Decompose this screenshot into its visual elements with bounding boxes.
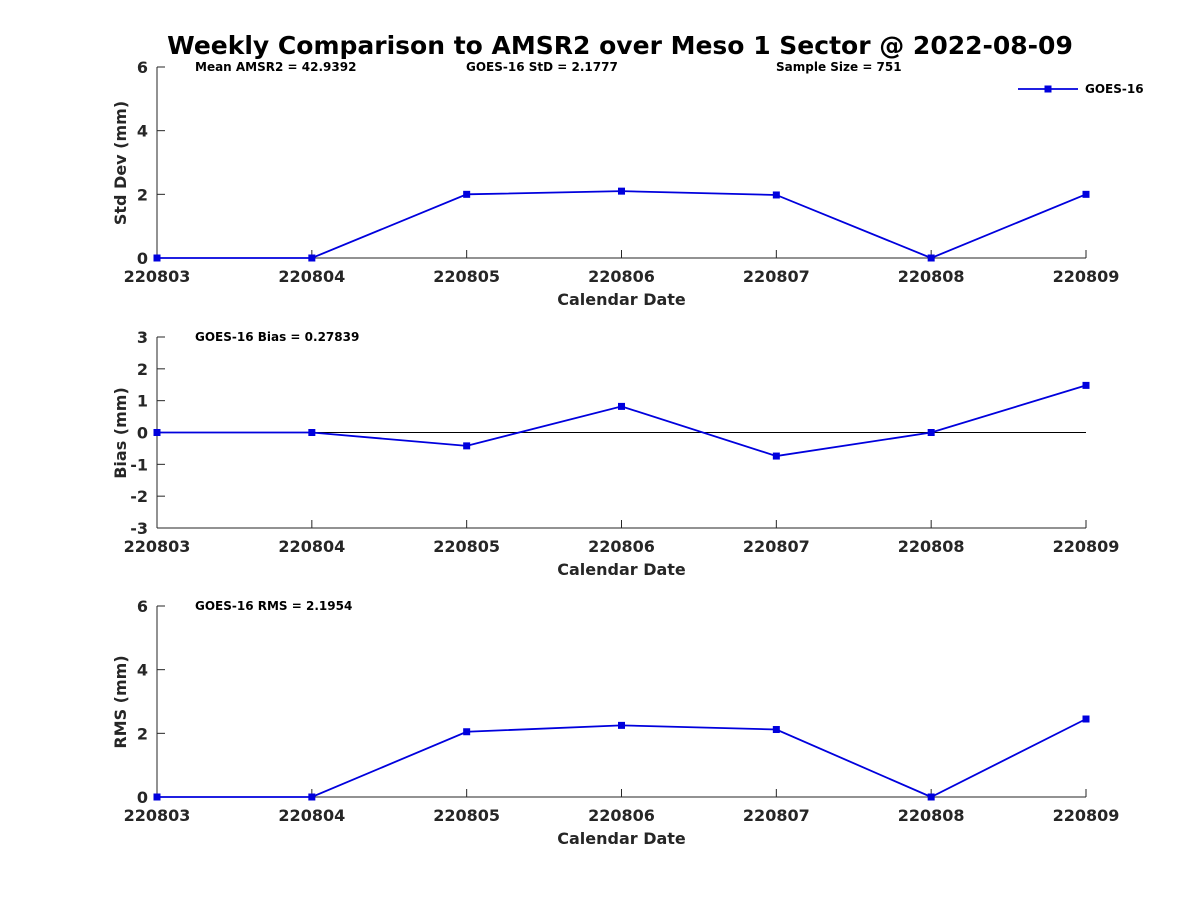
x-tick-label: 220808 — [898, 537, 965, 556]
data-point — [772, 452, 780, 460]
x-axis-label: Calendar Date — [557, 560, 686, 579]
x-axis-label: Calendar Date — [557, 829, 686, 848]
x-tick-label: 220809 — [1053, 267, 1120, 286]
y-tick-label: 2 — [137, 724, 148, 743]
data-point — [153, 793, 161, 801]
data-point — [463, 442, 471, 450]
y-axis-label: RMS (mm) — [111, 655, 130, 748]
x-tick-label: 220804 — [278, 267, 345, 286]
figure-title: Weekly Comparison to AMSR2 over Meso 1 S… — [167, 31, 1073, 60]
data-point — [308, 254, 316, 262]
subplot-3: 0 2 4 6 220803 220804 220805 220806 220807 220808… — [111, 597, 1119, 848]
y-tick-label: -1 — [130, 455, 148, 474]
y-tick-label: 4 — [137, 661, 148, 680]
data-point — [927, 429, 935, 436]
x-tick-label: 220805 — [433, 267, 500, 286]
data-point — [618, 187, 625, 195]
y-axis-label: Bias (mm) — [111, 387, 130, 479]
data-point — [1082, 715, 1090, 723]
x-tick-label: 220807 — [743, 537, 810, 556]
data-point — [308, 429, 316, 436]
x-tick-label: 220803 — [124, 267, 191, 286]
data-point — [1082, 190, 1090, 198]
data-point — [153, 429, 161, 436]
legend: GOES-16 — [1018, 82, 1144, 96]
x-tick-label: 220808 — [898, 806, 965, 825]
y-tick-label: -3 — [130, 519, 148, 538]
y-tick-label: 0 — [137, 249, 148, 268]
x-tick-label: 220807 — [743, 267, 810, 286]
y-tick-label: 3 — [137, 328, 148, 347]
data-point — [772, 191, 780, 199]
x-tick-label: 220803 — [124, 537, 191, 556]
subplots: 0 2 4 6 220803 220804 220805 220806 220807 220808… — [111, 58, 1144, 848]
data-point — [153, 254, 161, 262]
legend-label: GOES-16 — [1085, 82, 1144, 96]
y-tick-label: 4 — [137, 122, 148, 141]
x-tick-label: 220804 — [278, 806, 345, 825]
x-tick-label: 220806 — [588, 537, 655, 556]
y-tick-label: 6 — [137, 58, 148, 77]
y-tick-label: 2 — [137, 360, 148, 379]
x-tick-label: 220806 — [588, 267, 655, 286]
series-line-goes16 — [157, 384, 1087, 457]
x-tick-label: 220804 — [278, 537, 345, 556]
x-tick-label: 220805 — [433, 537, 500, 556]
legend-marker — [1044, 85, 1052, 93]
data-point — [618, 721, 625, 729]
x-tick-label: 220805 — [433, 806, 500, 825]
data-point — [927, 254, 935, 262]
y-tick-label: 0 — [137, 424, 148, 443]
data-point — [618, 402, 625, 410]
stat-annotation: GOES-16 RMS = 2.1954 — [195, 599, 352, 613]
y-tick-label: 6 — [137, 597, 148, 616]
series-line-goes16 — [157, 190, 1087, 259]
x-tick-label: 220803 — [124, 806, 191, 825]
stat-annotation: GOES-16 Bias = 0.27839 — [195, 330, 359, 344]
stat-annotation: Sample Size = 751 — [776, 60, 902, 74]
series-line-goes16 — [157, 718, 1087, 798]
data-point — [308, 793, 316, 801]
subplot-2: -3 -2 -1 0 1 2 3 220803 220804 220805 220806 220807… — [111, 328, 1119, 579]
data-point — [463, 190, 471, 198]
x-tick-label: 220808 — [898, 267, 965, 286]
data-point — [463, 728, 471, 736]
x-tick-label: 220809 — [1053, 537, 1120, 556]
data-point — [1082, 381, 1090, 389]
y-tick-label: 0 — [137, 788, 148, 807]
x-tick-label: 220809 — [1053, 806, 1120, 825]
y-tick-label: 2 — [137, 185, 148, 204]
y-axis-label: Std Dev (mm) — [111, 101, 130, 225]
x-tick-label: 220807 — [743, 806, 810, 825]
y-tick-label: -2 — [130, 487, 148, 506]
y-tick-label: 1 — [137, 392, 148, 411]
x-axis-label: Calendar Date — [557, 290, 686, 309]
x-tick-label: 220806 — [588, 806, 655, 825]
data-point — [772, 726, 780, 734]
stat-annotation: Mean AMSR2 = 42.9392 — [195, 60, 356, 74]
subplot-1: 0 2 4 6 220803 220804 220805 220806 220807 220808… — [111, 58, 1144, 309]
stat-annotation: GOES-16 StD = 2.1777 — [466, 60, 618, 74]
data-point — [927, 793, 935, 801]
